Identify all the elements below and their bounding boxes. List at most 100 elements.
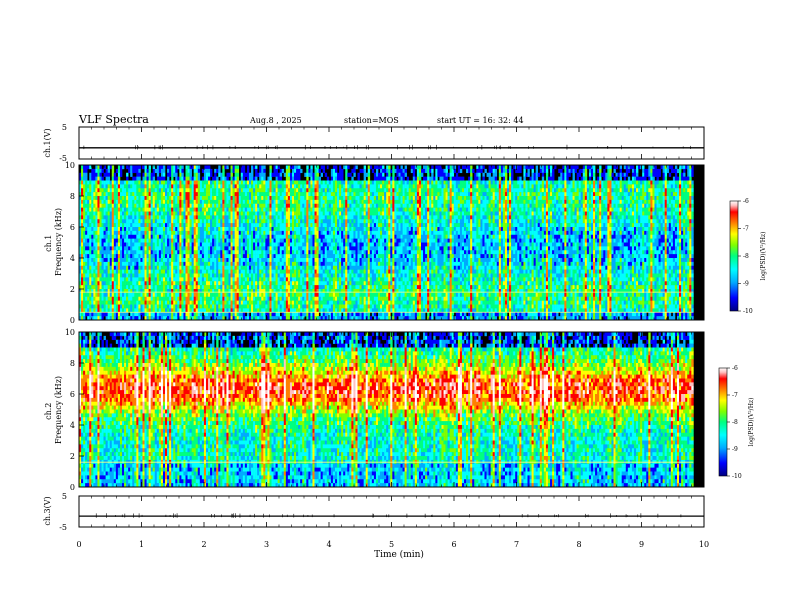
spectrogram-cell xyxy=(239,281,241,285)
spectrogram-cell xyxy=(196,196,198,200)
spectrogram-cell xyxy=(194,239,196,243)
spectrogram-cell xyxy=(294,184,296,188)
spectrogram-cell xyxy=(231,254,233,258)
spectrogram-cell xyxy=(226,231,228,235)
spectrogram-cell xyxy=(263,301,265,305)
spectrogram-cell xyxy=(321,239,323,243)
spectrogram-cell xyxy=(216,204,218,208)
spectrogram-cell xyxy=(130,274,132,278)
spectrogram-cell xyxy=(167,231,169,235)
spectrogram-cell xyxy=(89,231,91,235)
spectrogram-cell xyxy=(177,274,179,278)
spectrogram-cell xyxy=(325,184,327,188)
spectrogram-cell xyxy=(321,192,323,196)
spectrogram-cell xyxy=(286,312,288,316)
spectrogram-cell xyxy=(315,243,317,247)
spectrogram-cell xyxy=(286,239,288,243)
spectrogram-cell xyxy=(325,285,327,289)
spectrogram-cell xyxy=(194,289,196,293)
spectrogram-cell xyxy=(315,258,317,262)
spectrogram-cell xyxy=(235,250,237,254)
spectrogram-cell xyxy=(200,196,202,200)
spectrogram-cell xyxy=(210,212,212,216)
spectrogram-cell xyxy=(159,266,161,270)
spectrogram-cell xyxy=(265,212,267,216)
spectrogram-cell xyxy=(276,177,278,181)
spectrogram-cell xyxy=(142,196,144,200)
spectrogram-cell xyxy=(99,254,101,258)
spectrogram-cell xyxy=(89,266,91,270)
spectrogram-cell xyxy=(104,188,106,192)
spectrogram-cell xyxy=(112,243,114,247)
spectrogram-cell xyxy=(149,262,151,266)
spectrogram-cell xyxy=(249,219,251,223)
spectrogram-cell xyxy=(229,305,231,309)
spectrogram-cell xyxy=(224,196,226,200)
spectrogram-cell xyxy=(106,235,108,239)
spectrogram-cell xyxy=(312,293,314,297)
spectrogram-cell xyxy=(302,277,304,281)
spectrogram-cell xyxy=(112,177,114,181)
spectrogram-cell xyxy=(310,181,312,185)
spectrogram-cell xyxy=(212,215,214,219)
spectrogram-cell xyxy=(296,223,298,227)
spectrogram-cell xyxy=(153,266,155,270)
spectrogram-cell xyxy=(300,243,302,247)
spectrogram-cell xyxy=(163,266,165,270)
spectrogram-cell xyxy=(206,215,208,219)
spectrogram-cell xyxy=(323,231,325,235)
spectrogram-cell xyxy=(114,215,116,219)
spectrogram-cell xyxy=(323,266,325,270)
spectrogram-cell xyxy=(218,289,220,293)
spectrogram-cell xyxy=(93,208,95,212)
spectrogram-cell xyxy=(251,219,253,223)
spectrogram-cell xyxy=(147,270,149,274)
spectrogram-cell xyxy=(120,215,122,219)
spectrogram-cell xyxy=(333,246,335,250)
spectrogram-cell xyxy=(196,293,198,297)
spectrogram-cell xyxy=(134,293,136,297)
spectrogram-cell xyxy=(235,246,237,250)
spectrogram-cell xyxy=(319,289,321,293)
spectrogram-cell xyxy=(247,305,249,309)
spectrogram-cell xyxy=(95,243,97,247)
spectrogram-cell xyxy=(210,277,212,281)
spectrogram-cell xyxy=(97,254,99,258)
spectrogram-cell xyxy=(134,181,136,185)
spectrogram-cell xyxy=(261,200,263,204)
spectrogram-cell xyxy=(226,297,228,301)
spectrogram-cell xyxy=(323,184,325,188)
spectrogram-cell xyxy=(304,219,306,223)
spectrogram-cell xyxy=(81,165,83,169)
spectrogram-cell xyxy=(321,297,323,301)
spectrogram-cell xyxy=(329,266,331,270)
spectrogram-cell xyxy=(304,262,306,266)
spectrogram-cell xyxy=(181,181,183,185)
spectrogram-cell xyxy=(179,258,181,262)
spectrogram-cell xyxy=(298,173,300,177)
spectrogram-cell xyxy=(218,181,220,185)
spectrogram-cell xyxy=(161,289,163,293)
spectrogram-cell xyxy=(296,177,298,181)
spectrogram-cell xyxy=(200,285,202,289)
spectrogram-cell xyxy=(229,274,231,278)
spectrogram-cell xyxy=(118,173,120,177)
spectrogram-cell xyxy=(284,281,286,285)
spectrogram-cell xyxy=(226,270,228,274)
spectrogram-cell xyxy=(118,212,120,216)
spectrogram-cell xyxy=(163,177,165,181)
spectrogram-cell xyxy=(233,196,235,200)
spectrogram-cell xyxy=(231,305,233,309)
spectrogram-cell xyxy=(317,219,319,223)
spectrogram-cell xyxy=(315,235,317,239)
spectrogram-cell xyxy=(185,181,187,185)
spectrogram-cell xyxy=(196,192,198,196)
spectrogram-cell xyxy=(304,196,306,200)
spectrogram-cell xyxy=(87,165,89,169)
spectrogram-cell xyxy=(243,181,245,185)
spectrogram-cell xyxy=(85,254,87,258)
spectrogram-cell xyxy=(280,227,282,231)
spectrogram-cell xyxy=(147,285,149,289)
spectrogram-cell xyxy=(153,293,155,297)
spectrogram-cell xyxy=(159,289,161,293)
